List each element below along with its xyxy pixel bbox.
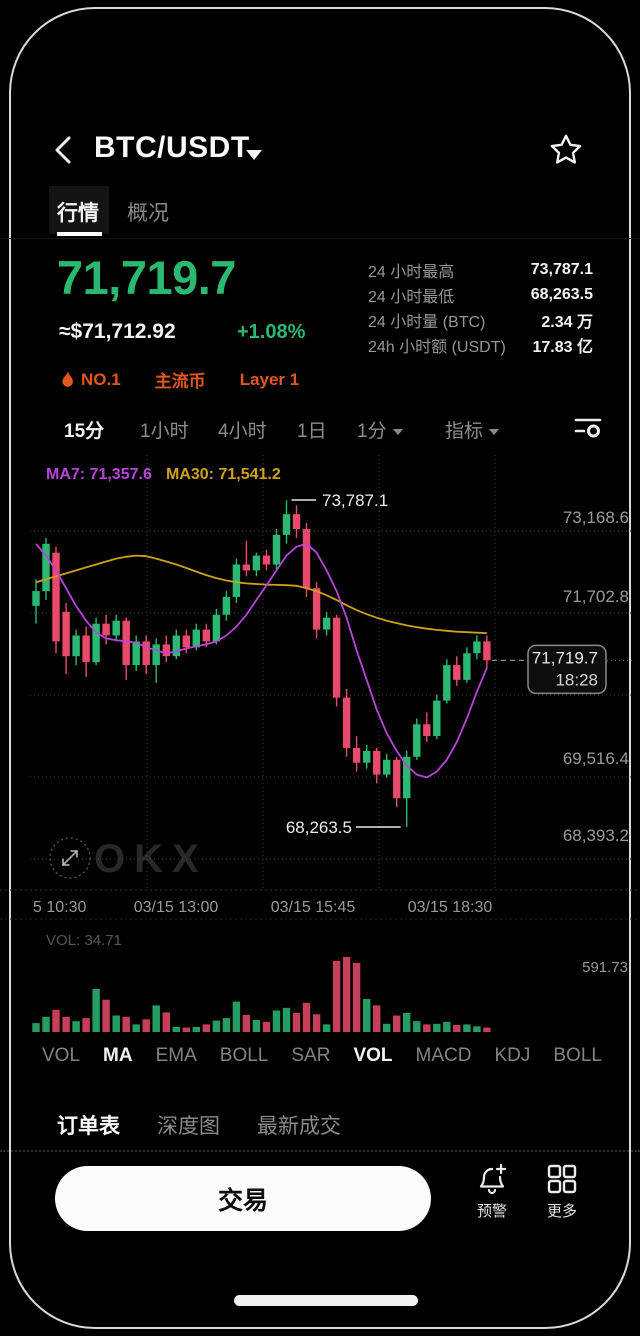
badge-row: NO.1 主流币 Layer 1 bbox=[60, 367, 299, 392]
svg-text:73,168.6: 73,168.6 bbox=[563, 508, 629, 527]
back-button[interactable] bbox=[50, 134, 76, 166]
candlestick-chart[interactable]: OKX MA7: 71,357.6 MA30: 71,541.2 73,787.1 68… bbox=[0, 455, 640, 1040]
alert-button[interactable]: 预警 bbox=[462, 1163, 522, 1221]
home-indicator bbox=[234, 1295, 418, 1306]
svg-text:68,263.5: 68,263.5 bbox=[286, 818, 352, 837]
more-button[interactable]: 更多 bbox=[532, 1163, 592, 1221]
indicator-kdj[interactable]: KDJ bbox=[494, 1045, 531, 1066]
indicator-boll2[interactable]: BOLL bbox=[553, 1045, 602, 1066]
indicator-boll[interactable]: BOLL bbox=[219, 1045, 269, 1066]
chart-settings-icon[interactable] bbox=[573, 414, 603, 440]
low-annotation: 68,263.5 bbox=[286, 818, 401, 837]
stat-row-turnover-usdt: 24h 小时额 (USDT) 17.83 亿 bbox=[368, 332, 593, 357]
indicator-vol-sub[interactable]: VOL bbox=[353, 1045, 393, 1066]
tab-overview[interactable]: 概况 bbox=[127, 202, 169, 225]
stat-label: 24h 小时额 (USDT) bbox=[368, 338, 506, 356]
stat-value: 68,263.5 bbox=[530, 285, 593, 303]
svg-text:73,787.1: 73,787.1 bbox=[322, 491, 388, 510]
ma30-line bbox=[35, 554, 487, 634]
chevron-down-icon bbox=[489, 428, 500, 435]
stat-row-high: 24 小时最高 73,787.1 bbox=[368, 257, 593, 282]
stat-label: 24 小时量 (BTC) bbox=[368, 313, 486, 331]
indicator-ema[interactable]: EMA bbox=[155, 1045, 197, 1066]
svg-text:5 10:30: 5 10:30 bbox=[33, 899, 86, 916]
stat-label: 24 小时最低 bbox=[368, 288, 455, 306]
y-axis-labels: 73,168.6 71,702.8 69,516.4 68,393.2 bbox=[563, 508, 629, 845]
svg-text:71,719.7: 71,719.7 bbox=[532, 648, 598, 667]
last-price-tag: 71,719.7 18:28 bbox=[491, 644, 632, 695]
last-price: 71,719.7 bbox=[57, 251, 236, 304]
high-annotation: 73,787.1 bbox=[291, 491, 388, 510]
fiat-value: ≈$71,712.92 bbox=[59, 320, 176, 343]
svg-text:03/15 15:45: 03/15 15:45 bbox=[271, 899, 356, 916]
flame-icon bbox=[62, 370, 73, 387]
stat-label: 24 小时最高 bbox=[368, 263, 455, 281]
chevron-down-icon bbox=[392, 428, 403, 435]
change-percent: +1.08% bbox=[237, 321, 306, 343]
gridlines bbox=[0, 455, 640, 920]
okx-watermark: OKX bbox=[94, 837, 208, 881]
tab-depth-chart[interactable]: 深度图 bbox=[157, 1115, 220, 1138]
svg-text:03/15 13:00: 03/15 13:00 bbox=[134, 899, 219, 916]
svg-text:69,516.4: 69,516.4 bbox=[563, 749, 629, 768]
tab-market[interactable]: 行情 bbox=[57, 202, 99, 225]
alert-label: 预警 bbox=[476, 1203, 507, 1220]
trade-button[interactable]: 交易 bbox=[55, 1166, 431, 1231]
grid-more-icon bbox=[547, 1164, 577, 1194]
svg-text:OKX: OKX bbox=[94, 837, 208, 881]
tab-order-book[interactable]: 订单表 bbox=[57, 1115, 120, 1138]
stats-panel: 24 小时最高 73,787.1 24 小时最低 68,263.5 24 小时量… bbox=[368, 257, 593, 357]
ma30-label: MA30: 71,541.2 bbox=[166, 466, 281, 483]
stat-row-low: 24 小时最低 68,263.5 bbox=[368, 282, 593, 307]
ma7-line bbox=[35, 542, 488, 779]
indicator-macd[interactable]: MACD bbox=[415, 1045, 472, 1066]
header-divider bbox=[0, 238, 640, 239]
indicator-sar[interactable]: SAR bbox=[291, 1045, 331, 1066]
favorite-star-icon[interactable] bbox=[549, 133, 583, 167]
svg-text:71,702.8: 71,702.8 bbox=[563, 587, 629, 606]
timeframe-more-dropdown[interactable]: 1分 bbox=[357, 416, 403, 443]
volume-label: VOL: 34.71 bbox=[46, 932, 122, 949]
chart-canvas: OKX MA7: 71,357.6 MA30: 71,541.2 73,787.1 68… bbox=[0, 455, 640, 1032]
indicator-vol-main[interactable]: VOL bbox=[42, 1045, 81, 1066]
indicator-dropdown[interactable]: 指标 bbox=[445, 416, 500, 443]
badge-label: NO.1 bbox=[81, 369, 121, 389]
badge-mainstream[interactable]: 主流币 bbox=[154, 372, 206, 391]
orderbook-tab-row: 订单表 深度图 最新成交 bbox=[57, 1110, 341, 1140]
timeframe-1d[interactable]: 1日 bbox=[297, 421, 327, 442]
badge-no1[interactable]: NO.1 bbox=[60, 370, 121, 390]
expand-chart-icon[interactable] bbox=[49, 837, 91, 879]
bell-plus-icon bbox=[479, 1163, 507, 1195]
stat-row-volume-btc: 24 小时量 (BTC) 2.34 万 bbox=[368, 307, 593, 332]
tab-latest-trades[interactable]: 最新成交 bbox=[257, 1115, 341, 1138]
svg-text:68,393.2: 68,393.2 bbox=[563, 826, 629, 845]
indicator-tab-row: VOL MA EMA BOLL SAR VOL MACD KDJ BOLL bbox=[0, 1038, 640, 1074]
badge-layer1[interactable]: Layer 1 bbox=[239, 369, 300, 389]
timeframe-1h[interactable]: 1小时 bbox=[140, 421, 189, 442]
chevron-left-icon bbox=[55, 136, 71, 164]
stat-value: 2.34 万 bbox=[541, 313, 593, 331]
x-axis-labels: 5 10:30 03/15 13:00 03/15 15:45 03/15 18:30 bbox=[33, 899, 492, 916]
bottom-divider bbox=[0, 1150, 640, 1152]
indicator-ma[interactable]: MA bbox=[103, 1045, 133, 1066]
svg-text:03/15 18:30: 03/15 18:30 bbox=[408, 899, 493, 916]
tab-market-highlight bbox=[49, 186, 109, 234]
ma7-label: MA7: 71,357.6 bbox=[46, 466, 152, 483]
volume-bars bbox=[32, 957, 491, 1032]
tab-active-underline bbox=[57, 232, 102, 236]
svg-text:18:28: 18:28 bbox=[555, 670, 598, 689]
timeframe-15m[interactable]: 15分 bbox=[64, 421, 105, 442]
stat-value: 73,787.1 bbox=[530, 260, 593, 278]
stat-value: 17.83 亿 bbox=[532, 338, 594, 356]
timeframe-4h[interactable]: 4小时 bbox=[218, 421, 267, 442]
candles bbox=[32, 500, 491, 827]
pair-dropdown-icon[interactable] bbox=[246, 150, 262, 160]
volume-axis-max: 591.73 bbox=[582, 959, 628, 976]
more-label: 更多 bbox=[546, 1203, 577, 1220]
pair-title[interactable]: BTC/USDT bbox=[94, 131, 250, 164]
